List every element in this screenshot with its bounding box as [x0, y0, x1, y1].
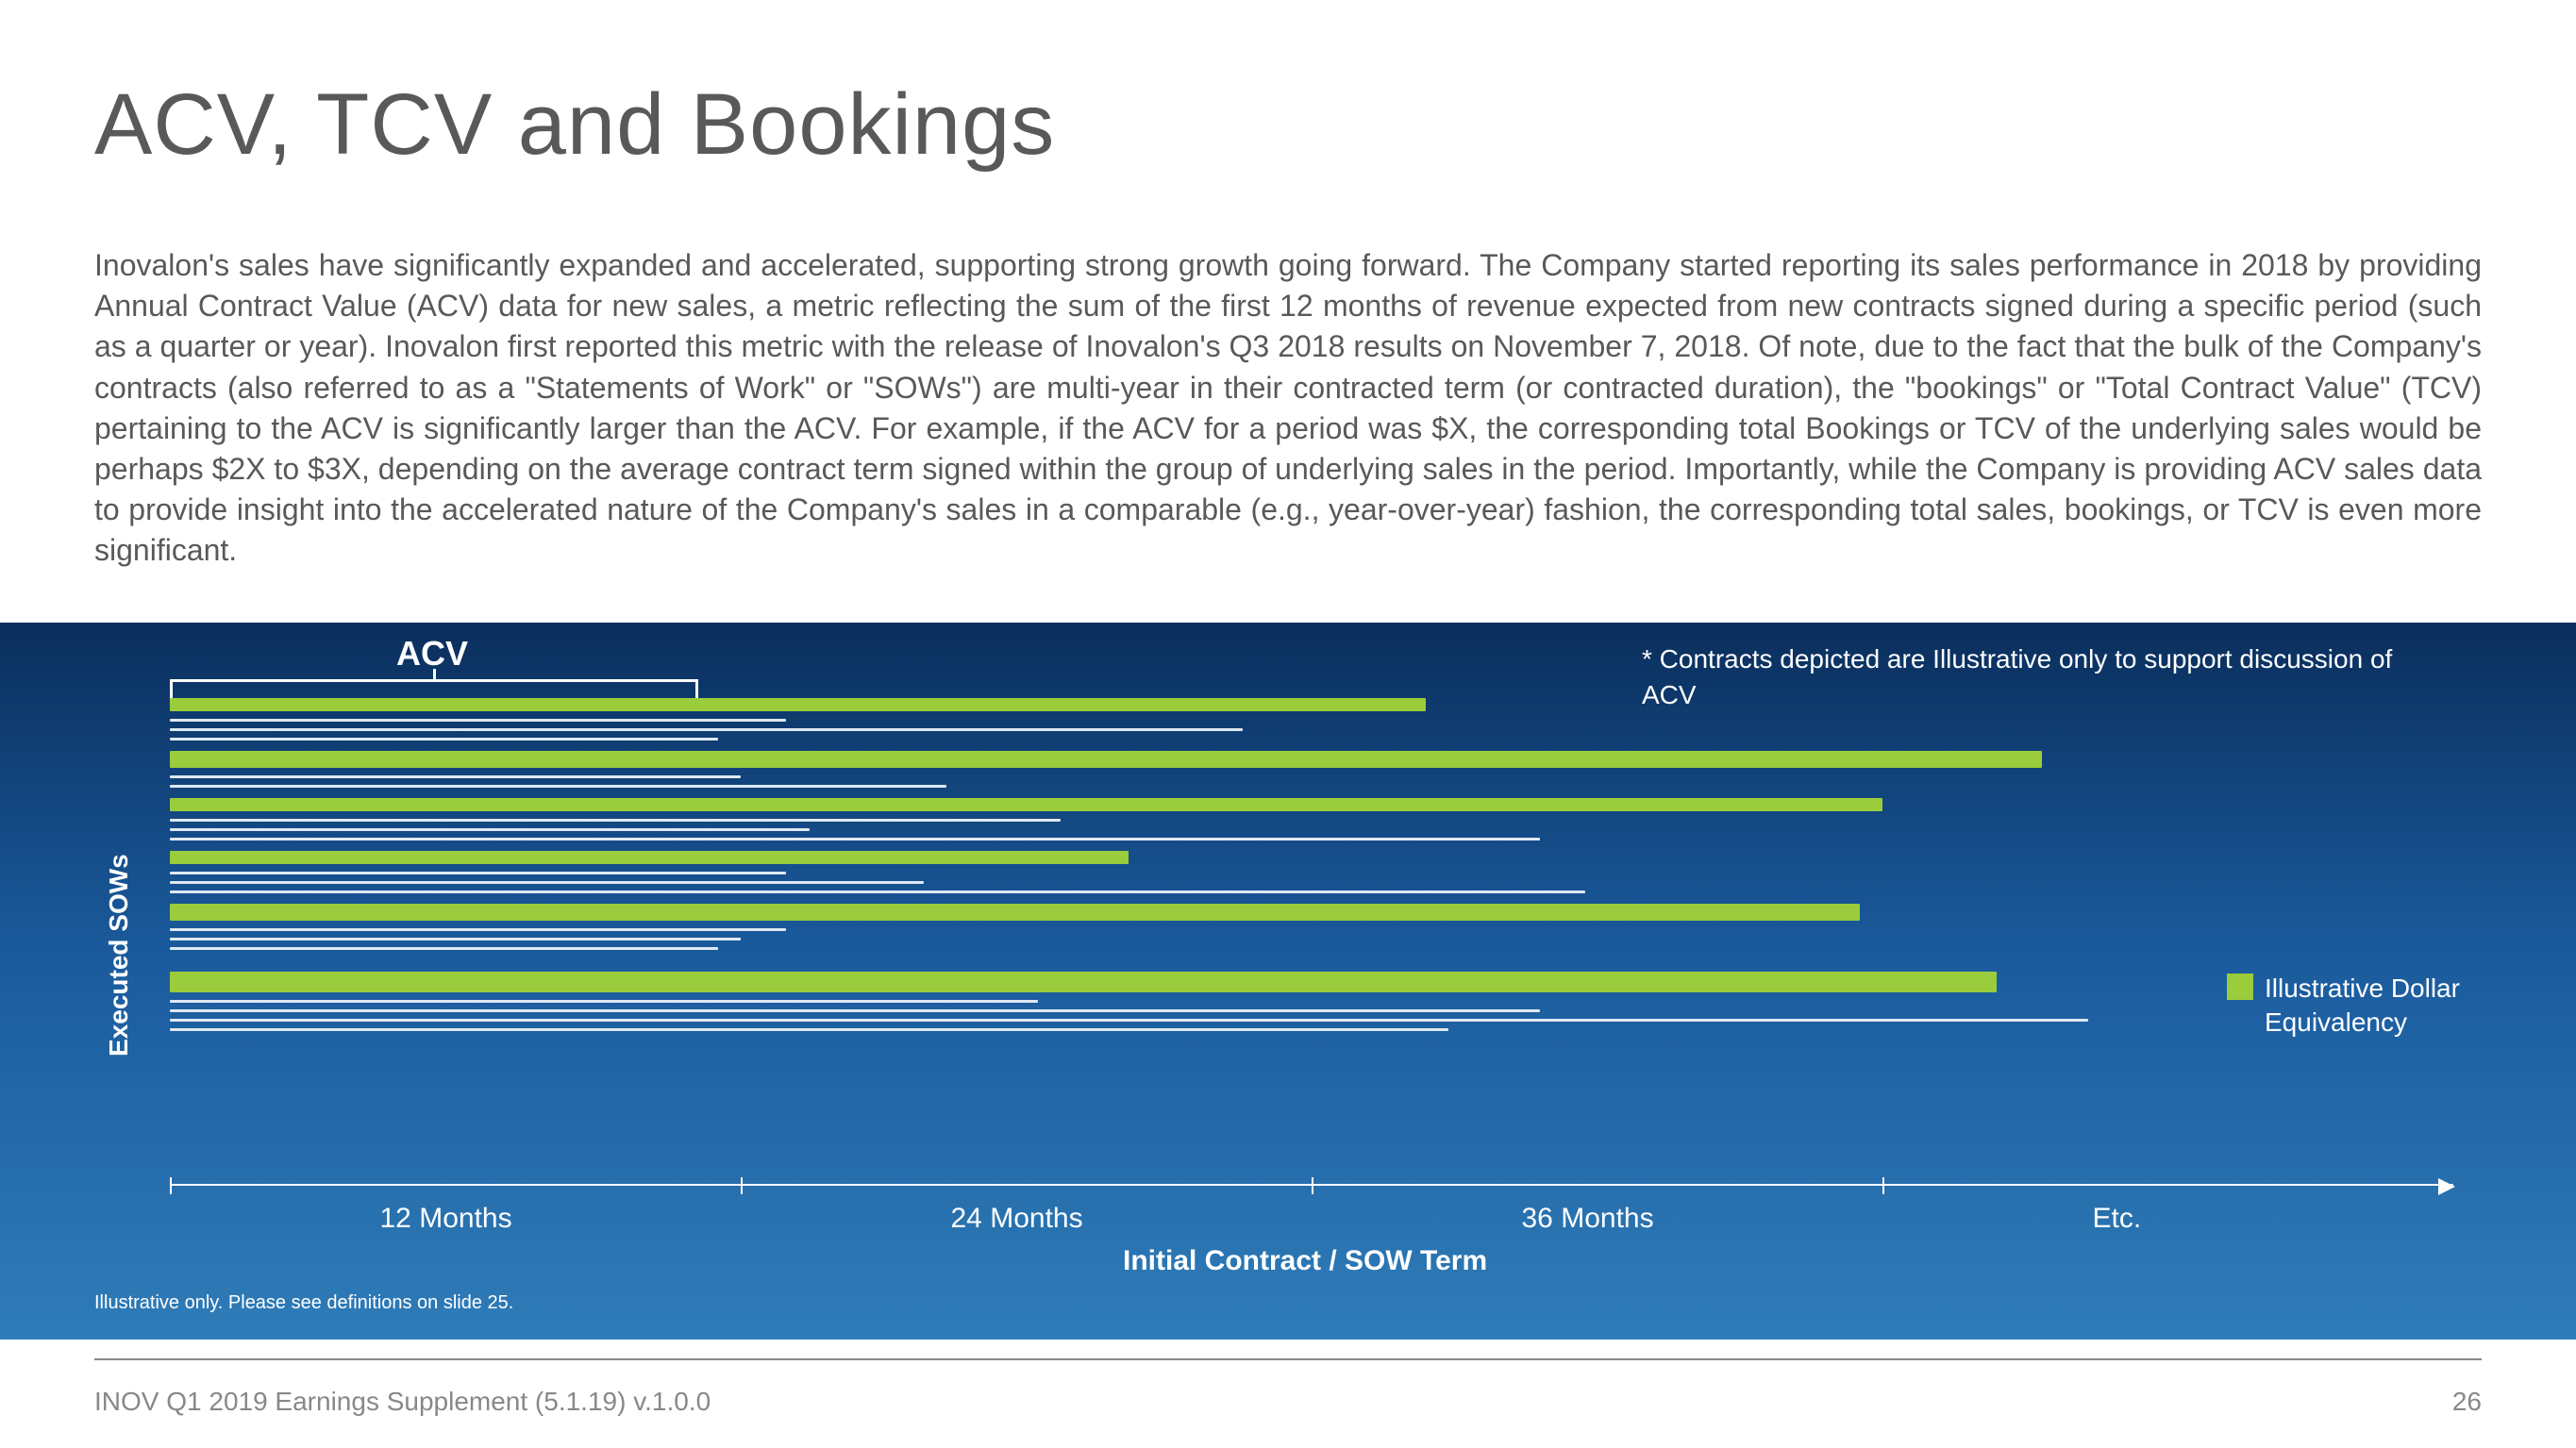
bar-row [170, 947, 2453, 950]
bar [170, 719, 786, 722]
bar-row [170, 719, 2453, 722]
legend-text: Illustrative Dollar Equivalency [2265, 972, 2548, 1040]
bar-row [170, 1028, 2453, 1031]
bar [170, 819, 1061, 822]
xaxis-title: Initial Contract / SOW Term [1123, 1245, 1487, 1277]
bar [170, 798, 1882, 811]
xaxis-tick [170, 1177, 172, 1194]
slide-title: ACV, TCV and Bookings [94, 75, 1055, 175]
bar-row [170, 775, 2453, 778]
bar-row [170, 698, 2453, 711]
bar-row [170, 872, 2453, 874]
footer-left: INOV Q1 2019 Earnings Supplement (5.1.19… [94, 1387, 711, 1417]
bar-row [170, 1019, 2453, 1022]
xaxis-label: Etc. [2093, 1203, 2142, 1235]
bar [170, 890, 1585, 893]
xaxis-label: 12 Months [380, 1203, 512, 1235]
bar [170, 698, 1426, 711]
bar-row [170, 819, 2453, 822]
bar [170, 904, 1860, 921]
chart-panel: ACV * Contracts depicted are Illustrativ… [0, 623, 2576, 1340]
bar [170, 851, 1129, 864]
acv-bracket [170, 679, 698, 682]
bar-row [170, 890, 2453, 893]
footer-divider [94, 1358, 2482, 1360]
bar-row [170, 1000, 2453, 1003]
bar-row [170, 851, 2453, 864]
bar [170, 785, 946, 788]
bar-row [170, 928, 2453, 931]
bar-row [170, 798, 2453, 811]
bars-area [170, 698, 2453, 1151]
bar [170, 838, 1540, 841]
legend-swatch [2227, 974, 2253, 1000]
bar [170, 828, 810, 831]
bar [170, 751, 2042, 768]
bar [170, 1009, 1540, 1012]
bar-row [170, 838, 2453, 841]
bar [170, 947, 718, 950]
bar [170, 872, 786, 874]
xaxis [170, 1184, 2453, 1186]
bar-row [170, 738, 2453, 741]
bar-row [170, 1009, 2453, 1012]
slide: ACV, TCV and Bookings Inovalon's sales h… [0, 0, 2576, 1448]
bar-row [170, 972, 2453, 992]
bar [170, 1000, 1038, 1003]
bar-row [170, 751, 2453, 768]
acv-label: ACV [396, 634, 468, 674]
xaxis-label: 36 Months [1522, 1203, 1654, 1235]
bar [170, 738, 718, 741]
chart-disclaimer: Illustrative only. Please see definition… [94, 1292, 513, 1314]
bar [170, 728, 1243, 731]
footer-page-number: 26 [2452, 1387, 2482, 1417]
bar-row [170, 728, 2453, 731]
xaxis-tick [741, 1177, 743, 1194]
yaxis-label: Executed SOWs [104, 854, 134, 1057]
bar [170, 972, 1997, 992]
xaxis-tick [1312, 1177, 1313, 1194]
xaxis-tick [1882, 1177, 1884, 1194]
bar-row [170, 881, 2453, 884]
bar [170, 928, 786, 931]
bar-row [170, 785, 2453, 788]
bar [170, 775, 741, 778]
bar-row [170, 828, 2453, 831]
slide-body-text: Inovalon's sales have significantly expa… [94, 245, 2482, 572]
bar [170, 1019, 2088, 1022]
bar [170, 938, 741, 940]
bar-row [170, 938, 2453, 940]
xaxis-label: 24 Months [951, 1203, 1083, 1235]
xaxis-arrow-icon [2438, 1178, 2455, 1195]
bar [170, 881, 924, 884]
bar [170, 1028, 1448, 1031]
bar-row [170, 904, 2453, 921]
